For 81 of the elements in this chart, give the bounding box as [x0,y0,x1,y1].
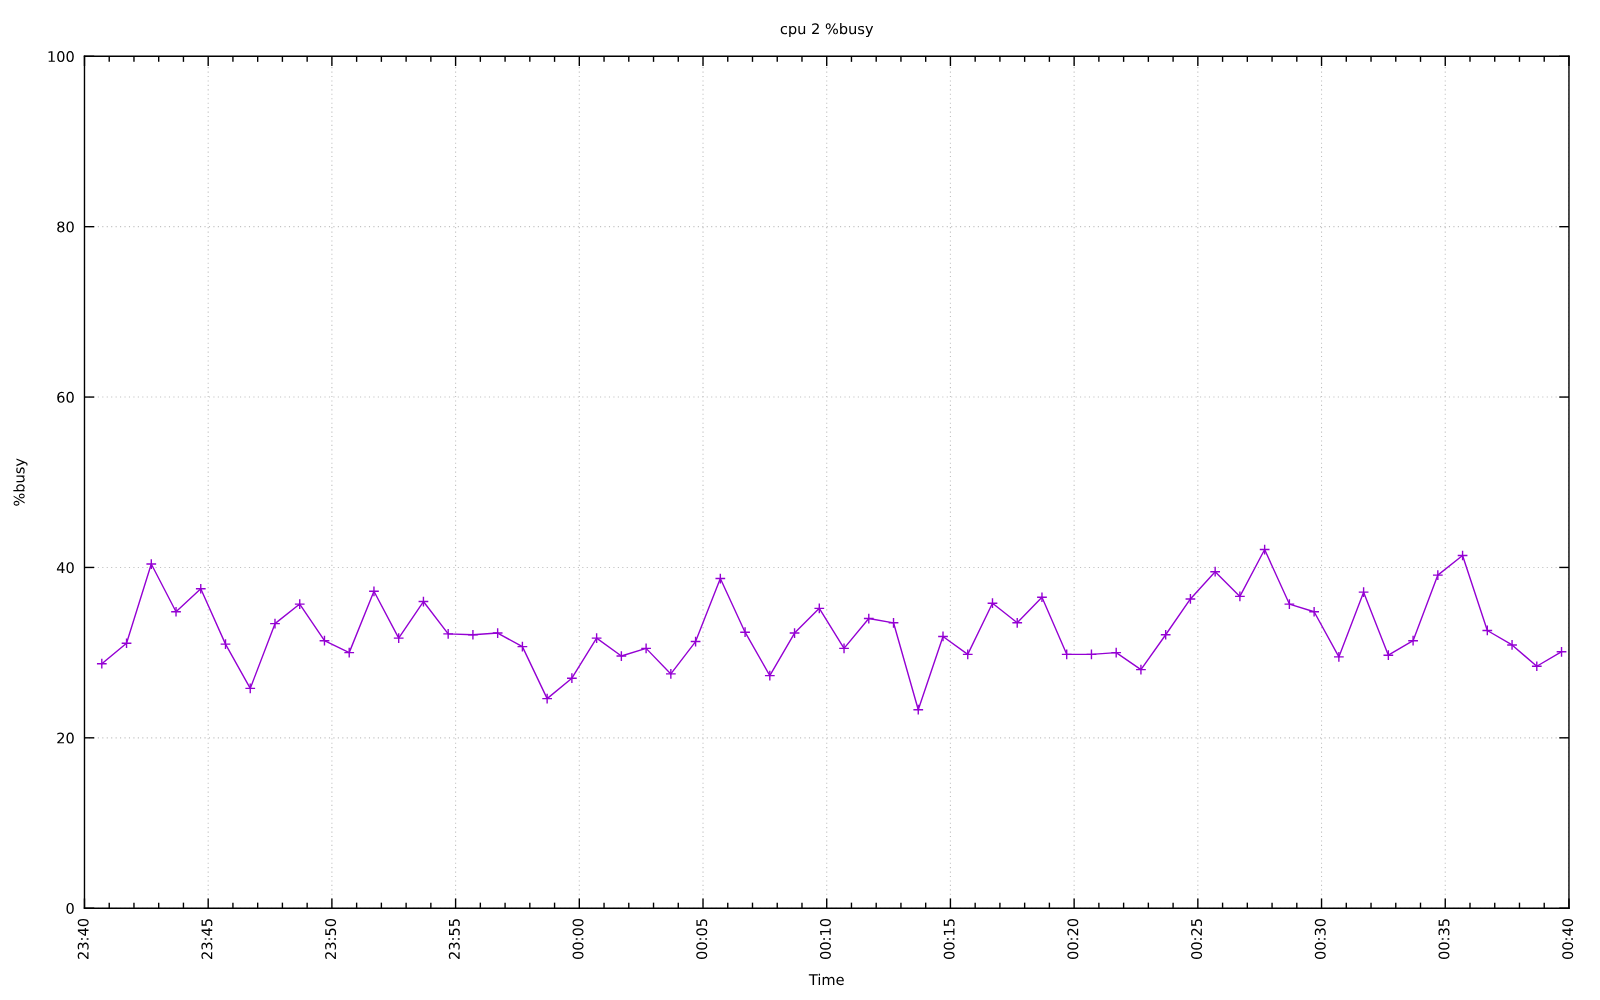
y-tick-label: 20 [57,732,74,744]
point [1382,649,1394,661]
point [962,648,974,660]
point [219,638,232,650]
x-tick-label: 00:10 [819,918,831,959]
point [986,597,999,609]
y-tick-label: 80 [57,221,74,233]
y-tick-label: 40 [56,562,74,574]
point [1110,647,1122,659]
point [1481,624,1493,637]
point [1085,648,1098,660]
point [764,670,776,682]
point [665,668,677,680]
x-axis-title: Time [808,973,844,986]
point [1036,591,1048,603]
point [318,635,331,647]
x-tick-label: 00:05 [696,919,708,959]
point [615,650,627,662]
point [442,628,454,640]
point [566,672,578,684]
y-tick-label: 100 [48,51,74,63]
x-tick-label: 23:40 [77,918,89,959]
point [912,704,924,716]
point [492,627,504,639]
point [690,635,702,648]
point [1506,639,1518,651]
x-tick-label: 23:50 [325,918,337,959]
point [1011,617,1023,629]
x-tick-label: 00:40 [1562,918,1574,959]
x-tick-label: 00:25 [1191,919,1203,959]
point [145,558,157,570]
point [1234,590,1246,602]
x-tick-label: 00:20 [1067,918,1079,959]
point [244,682,256,694]
point [1184,593,1196,605]
point [1209,566,1221,578]
x-tick-label: 23:45 [201,919,213,959]
point [368,585,380,597]
point [1531,660,1543,672]
point [591,632,603,644]
point [343,647,355,659]
point [1160,629,1172,641]
point [1432,569,1444,581]
point [789,627,801,639]
point [294,598,306,610]
y-tick-label: 0 [66,902,74,914]
point [714,572,726,585]
point [1308,606,1320,618]
chart-title: cpu 2 %busy [780,23,874,38]
point [1457,549,1469,562]
point [1283,598,1295,610]
x-tick-label: 00:15 [943,919,955,959]
y-tick-label: 60 [57,391,74,403]
point [1135,664,1147,676]
x-tick-label: 00:00 [572,918,584,959]
point [1358,586,1370,598]
point [739,626,751,638]
point [393,632,405,644]
point [269,618,281,630]
point [1333,651,1345,663]
point [1407,635,1419,647]
point [96,658,108,670]
point [1061,648,1073,660]
x-tick-label: 00:30 [1314,918,1326,959]
point [863,612,875,625]
y-axis-title: %busy [13,458,28,506]
point [640,642,652,654]
x-tick-label: 00:35 [1438,919,1450,959]
point [1555,646,1568,658]
point [838,642,850,654]
point [417,595,429,608]
point [120,637,133,649]
point [937,630,949,643]
point [516,641,528,653]
point [1259,543,1271,556]
point [541,693,553,705]
point [170,606,182,618]
point [195,583,207,595]
x-tick-label: 23:55 [448,919,460,959]
point [887,617,900,629]
point [813,602,825,614]
